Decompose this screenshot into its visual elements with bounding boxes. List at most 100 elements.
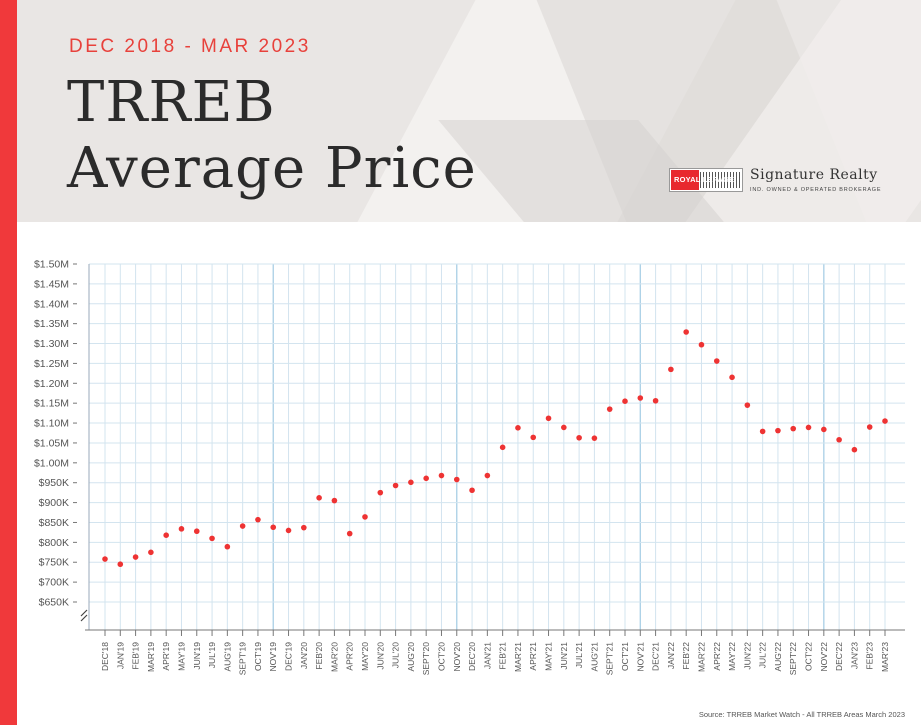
x-tick-label: FEB'22 <box>681 642 691 670</box>
data-point <box>622 398 628 404</box>
data-point <box>576 434 582 441</box>
data-point <box>668 366 674 373</box>
x-tick-label: JUN'22 <box>742 642 752 670</box>
y-tick-label: $1.00M <box>34 457 69 469</box>
data-point <box>484 472 491 479</box>
x-tick-label: JUN'20 <box>375 642 385 670</box>
data-point <box>606 406 613 412</box>
y-tick-label: $700K <box>39 577 69 589</box>
x-tick-label: OCT'19 <box>253 642 263 671</box>
x-tick-label: SEPT'20 <box>421 642 431 676</box>
data-point <box>408 479 414 486</box>
data-point <box>729 374 735 381</box>
x-tick-label: MAY'19 <box>176 642 186 671</box>
x-tick-label: MAY'22 <box>727 642 737 671</box>
x-tick-label: SEPT'22 <box>788 642 798 676</box>
logo-brand-text: ROYAL LEPAGE <box>674 175 735 184</box>
data-point <box>392 482 399 489</box>
company-name: Signature Realty <box>750 167 878 183</box>
data-point <box>591 435 598 441</box>
y-tick-label: $900K <box>39 497 69 509</box>
y-tick-label: $1.25M <box>34 358 69 370</box>
data-point <box>362 514 368 520</box>
data-point <box>377 489 384 496</box>
y-tick-label: $1.50M <box>34 259 69 271</box>
x-tick-label: NOV'19 <box>268 642 278 672</box>
x-tick-label: JAN'22 <box>666 642 676 669</box>
x-tick-label: DEC'22 <box>834 642 844 671</box>
data-point <box>713 358 720 364</box>
x-tick-label: AUG'20 <box>406 642 416 672</box>
data-point <box>148 549 154 556</box>
x-tick-label: MAR'19 <box>146 642 156 672</box>
data-point <box>836 436 842 443</box>
x-tick-label: JAN'21 <box>482 642 492 669</box>
accent-bar <box>0 0 17 725</box>
x-tick-label: FEB'20 <box>314 642 324 670</box>
data-point <box>301 524 307 531</box>
y-tick-label: $1.30M <box>34 338 69 350</box>
data-point <box>545 415 552 422</box>
data-point <box>255 516 261 523</box>
x-tick-label: MAR'20 <box>329 642 339 672</box>
x-tick-label: FEB'21 <box>498 642 508 670</box>
y-tick-label: $800K <box>39 537 69 549</box>
y-tick-label: $1.10M <box>34 418 69 430</box>
page-title-line-2: Average Price <box>67 136 477 201</box>
page-title-line-1: TRREB <box>67 70 276 135</box>
data-point <box>866 424 873 430</box>
x-tick-label: MAR'22 <box>696 642 706 672</box>
x-tick-label: JUL'21 <box>574 642 584 668</box>
data-point <box>224 543 231 550</box>
data-point <box>759 428 766 435</box>
x-tick-label: MAY'20 <box>360 642 370 671</box>
x-tick-label: AUG'22 <box>773 642 783 672</box>
chart-svg: $1.50M $1.45M $1.40M $1.35M $1.30M $1.25M $1.2… <box>34 259 905 676</box>
header-banner: DEC 2018 - MAR 2023 TRREB Average Price … <box>17 0 921 222</box>
y-tick-label: $1.40M <box>34 298 69 310</box>
axis-break-icon <box>80 609 88 622</box>
x-tick-label: OCT'21 <box>620 642 630 671</box>
x-tick-label: MAR'23 <box>880 642 890 672</box>
x-tick-label: APR'20 <box>345 642 355 671</box>
data-point <box>698 341 705 348</box>
x-tick-label: NOV'22 <box>819 642 829 672</box>
data-point <box>270 524 277 531</box>
data-point <box>775 427 781 434</box>
brokerage-logo: ROYAL LEPAGE Signature Realty IND. OWNED… <box>669 167 899 198</box>
data-point <box>561 424 567 431</box>
data-point <box>790 425 797 432</box>
x-tick-label: JAN'20 <box>299 642 309 669</box>
data-point <box>515 425 521 431</box>
data-point <box>637 395 644 401</box>
y-tick-label: $1.35M <box>34 318 69 330</box>
data-point <box>117 561 124 568</box>
x-tick-label: FEB'19 <box>131 642 141 670</box>
x-tick-label: APR'19 <box>161 642 171 671</box>
x-tick-label: FEB'23 <box>865 642 875 670</box>
data-point <box>683 329 689 335</box>
x-tick-label: AUG'19 <box>222 642 232 672</box>
x-tick-label: SEPT'19 <box>238 642 248 676</box>
data-point <box>316 495 322 501</box>
source-note: Source: TRREB Market Watch - All TRREB A… <box>698 710 905 719</box>
x-tick-label: JAN'19 <box>115 642 125 669</box>
data-point <box>331 497 338 504</box>
y-tick-label: $650K <box>39 597 69 609</box>
x-tick-label: DEC'21 <box>651 642 661 671</box>
data-point <box>423 475 429 482</box>
y-tick-label: $1.05M <box>34 437 69 449</box>
data-point <box>102 556 108 562</box>
royal-lepage-logo: ROYAL LEPAGE <box>669 168 743 192</box>
y-tick-label: $850K <box>39 517 69 529</box>
data-point <box>805 424 812 431</box>
x-tick-label: DEC'18 <box>100 642 110 671</box>
x-tick-label: DEC'20 <box>467 642 477 671</box>
x-tick-label: SEPT'21 <box>605 642 615 676</box>
x-tick-label: MAY'21 <box>544 642 554 671</box>
data-point <box>132 554 139 560</box>
data-point <box>239 523 246 529</box>
data-point <box>193 528 200 535</box>
x-tick-label: NOV'21 <box>635 642 645 672</box>
x-tick-label: JUL'20 <box>391 642 401 668</box>
